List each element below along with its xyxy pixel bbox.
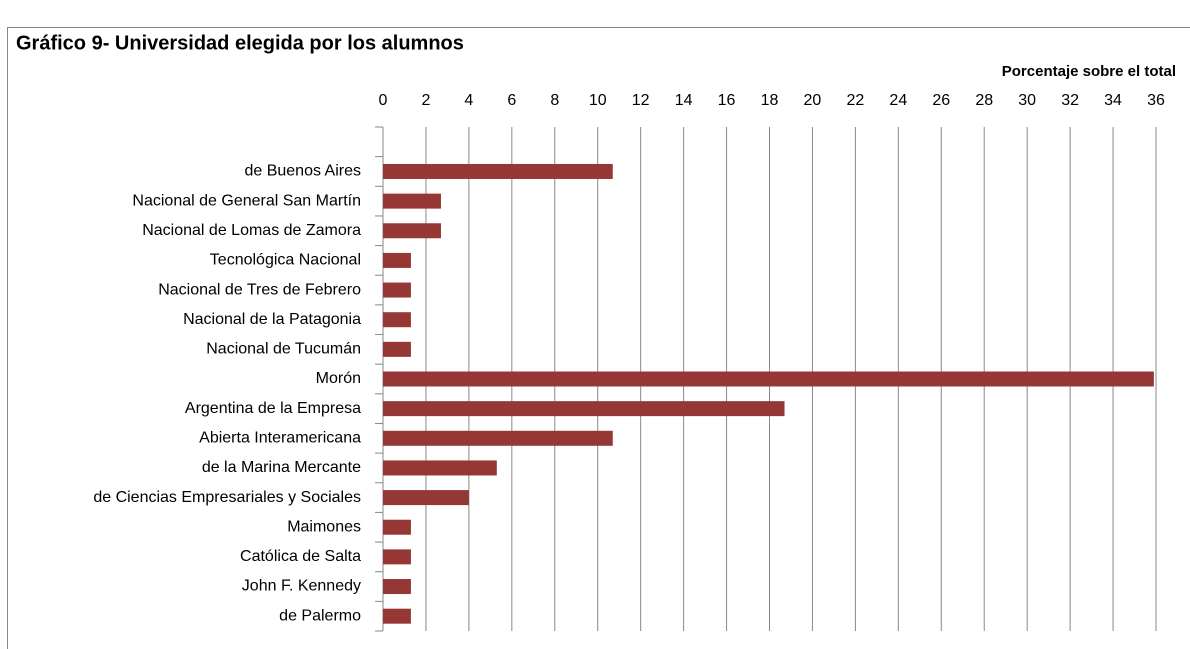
bar [383, 401, 785, 417]
x-tick-label: 34 [1104, 92, 1122, 109]
x-tick-label: 32 [1061, 92, 1079, 109]
x-tick-label: 16 [718, 92, 736, 109]
y-tick-label: Nacional de Tres de Febrero [158, 281, 361, 298]
bar [383, 312, 411, 328]
x-tick-label: 36 [1147, 92, 1165, 109]
bar [383, 549, 411, 565]
chart-border [7, 27, 1190, 649]
bar [383, 193, 441, 209]
x-tick-label: 22 [846, 92, 864, 109]
x-tick-label: 24 [889, 92, 907, 109]
y-tick-label: Católica de Salta [240, 548, 361, 565]
x-tick-label: 14 [675, 92, 693, 109]
y-tick-label: de la Marina Mercante [202, 459, 361, 476]
bar [383, 460, 497, 476]
x-tick-label: 2 [421, 92, 430, 109]
bar [383, 371, 1154, 387]
x-tick-label: 30 [1018, 92, 1036, 109]
y-tick-label: Morón [316, 370, 361, 387]
bar [383, 163, 613, 179]
y-tick-label: Argentina de la Empresa [185, 400, 361, 417]
x-axis-label: Porcentaje sobre el total [1002, 63, 1176, 80]
x-tick-label: 28 [975, 92, 993, 109]
x-tick-label: 10 [589, 92, 607, 109]
y-tick-label: de Buenos Aires [244, 163, 361, 180]
bar [383, 519, 411, 535]
x-tick-label: 0 [379, 92, 388, 109]
bar [383, 579, 411, 595]
y-tick-label: Maimones [287, 518, 361, 535]
y-tick-label: Nacional de Lomas de Zamora [142, 222, 361, 239]
x-tick-label: 26 [932, 92, 950, 109]
y-tick-label: Nacional de Tucumán [206, 341, 361, 358]
x-tick-label: 12 [632, 92, 650, 109]
bar [383, 430, 613, 446]
bar [383, 341, 411, 357]
chart-title: Gráfico 9- Universidad elegida por los a… [16, 32, 464, 54]
y-tick-label: Nacional de la Patagonia [183, 311, 361, 328]
bar [383, 608, 411, 624]
x-tick-label: 4 [464, 92, 473, 109]
x-tick-label: 8 [550, 92, 559, 109]
bar [383, 490, 469, 506]
y-tick-label: de Palermo [279, 607, 361, 624]
y-tick-label: Nacional de General San Martín [132, 192, 361, 209]
x-tick-label: 6 [507, 92, 516, 109]
bar [383, 282, 411, 298]
y-tick-label: John F. Kennedy [242, 578, 361, 595]
bar [383, 252, 411, 268]
y-tick-label: Tecnológica Nacional [210, 252, 361, 269]
y-tick-label: de Ciencias Empresariales y Sociales [93, 489, 361, 506]
x-tick-label: 18 [761, 92, 779, 109]
y-tick-label: Abierta Interamericana [199, 430, 361, 447]
x-tick-label: 20 [804, 92, 822, 109]
bar [383, 223, 441, 239]
